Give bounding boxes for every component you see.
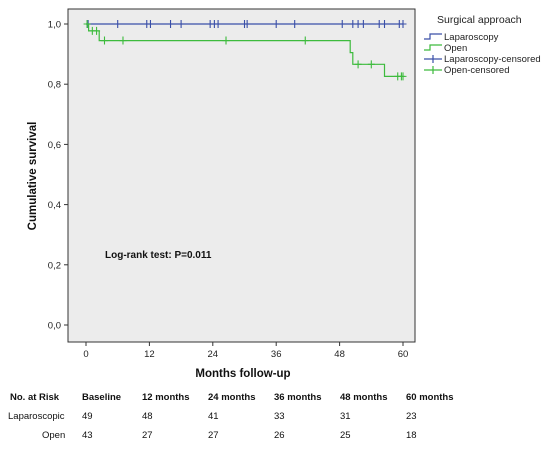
censor-mark [93, 26, 101, 35]
censor-mark [338, 20, 346, 28]
legend-swatch-censor [424, 55, 442, 63]
censor-mark [83, 20, 91, 28]
censor-mark [222, 36, 230, 45]
censor-mark [177, 20, 185, 28]
risk-value: 27 [208, 430, 219, 441]
legend-swatch-step [424, 44, 442, 51]
risk-row-open: Open 43 27 27 26 25 18 [2, 430, 548, 449]
risk-value: 33 [274, 411, 285, 422]
risk-row-label: Open [42, 430, 66, 441]
censor-mark [146, 20, 154, 28]
censor-mark [359, 20, 367, 28]
censor-mark [381, 20, 389, 28]
survival-chart: 0 12 24 36 48 60 0,0 0,2 0,4 0,6 0,8 1,0 Log-rank t… [27, 8, 541, 380]
censor-mark [399, 20, 407, 28]
risk-col-baseline: Baseline [82, 392, 122, 403]
censor-mark [119, 36, 127, 45]
series-line-open [86, 23, 403, 77]
censor-mark [291, 20, 299, 28]
censor-mark [167, 20, 175, 28]
risk-col-24: 24 months [208, 392, 256, 403]
legend-entry: Open-censored [444, 65, 509, 76]
censor-mark [354, 60, 362, 69]
legend-swatch-censor [424, 66, 442, 74]
censor-mark [114, 20, 122, 28]
risk-value: 49 [82, 411, 93, 422]
censor-mark [399, 72, 407, 81]
legend-entry: Laparoscopy-censored [444, 54, 541, 65]
risk-value: 23 [406, 411, 417, 422]
risk-col-60: 60 months [406, 392, 454, 403]
y-tick-label: 0,4 [48, 200, 61, 211]
risk-value: 27 [142, 430, 153, 441]
risk-col-12: 12 months [142, 392, 190, 403]
series-layer [83, 20, 407, 81]
legend-entry: Laparoscopy [444, 32, 499, 43]
risk-value: 31 [340, 411, 351, 422]
x-tick-label: 12 [144, 349, 155, 360]
risk-value: 18 [406, 430, 417, 441]
risk-col-36: 36 months [274, 392, 322, 403]
y-tick-label: 0,2 [48, 260, 61, 271]
risk-table-header-row: No. at Risk Baseline 12 months 24 months… [2, 392, 548, 411]
risk-value: 26 [274, 430, 285, 441]
x-tick-label: 0 [83, 349, 88, 360]
plot-area [67, 8, 416, 343]
risk-row-label: Laparoscopic [8, 411, 65, 422]
x-tick-label: 36 [271, 349, 282, 360]
y-axis-label: Cumulative survival [27, 122, 39, 231]
legend-entry: Open [444, 43, 467, 54]
legend-title: Surgical approach [437, 14, 522, 26]
risk-table: No. at Risk Baseline 12 months 24 months… [2, 392, 548, 449]
x-tick-label: 48 [334, 349, 345, 360]
axes: 0 12 24 36 48 60 0,0 0,2 0,4 0,6 0,8 1,0 [48, 20, 409, 361]
risk-value: 25 [340, 430, 351, 441]
risk-col-48: 48 months [340, 392, 388, 403]
y-tick-label: 0,6 [48, 140, 61, 151]
censor-mark [214, 20, 222, 28]
censor-mark [243, 20, 251, 28]
x-axis-label: Months follow-up [195, 368, 290, 380]
y-tick-label: 1,0 [48, 20, 61, 31]
censor-mark [367, 60, 375, 69]
risk-value: 43 [82, 430, 93, 441]
censor-mark [272, 20, 280, 28]
legend: Surgical approach LaparoscopyOpenLaparos… [424, 14, 541, 76]
risk-value: 48 [142, 411, 153, 422]
censor-mark [100, 36, 108, 45]
risk-value: 41 [208, 411, 219, 422]
y-tick-label: 0,8 [48, 80, 61, 91]
x-tick-label: 24 [208, 349, 219, 360]
risk-row-laparoscopic: Laparoscopic 49 48 41 33 31 23 [2, 411, 548, 430]
legend-swatch-step [424, 33, 442, 40]
censor-mark [301, 36, 309, 45]
logrank-annotation: Log-rank test: P=0.011 [105, 250, 212, 261]
y-tick-label: 0,0 [48, 321, 61, 332]
risk-table-header: No. at Risk [10, 392, 60, 403]
x-tick-label: 60 [398, 349, 409, 360]
